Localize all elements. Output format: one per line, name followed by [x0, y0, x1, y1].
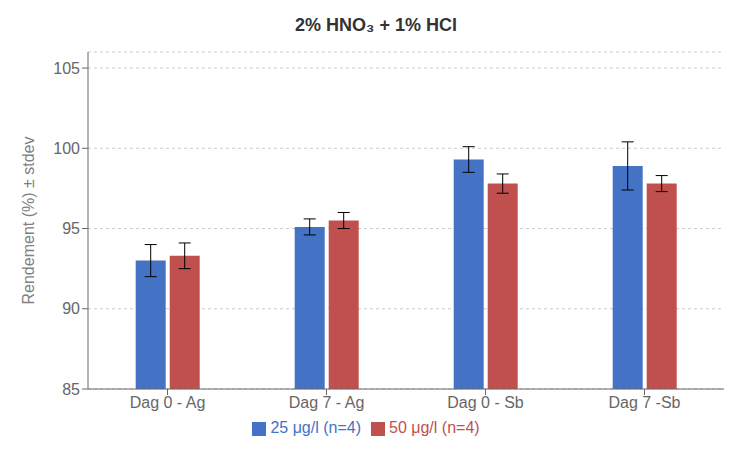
- svg-text:Dag 0 - Ag: Dag 0 - Ag: [130, 394, 206, 411]
- html-text:25 μg/l (n=4): 25 μg/l (n=4): [270, 419, 361, 436]
- svg-text:Dag 7 -Sb: Dag 7 -Sb: [608, 394, 680, 411]
- svg-text:95: 95: [62, 220, 80, 237]
- html-text:2% HNO₃ + 1% HCl: 2% HNO₃ + 1% HCl: [295, 15, 457, 35]
- svg-text:Dag 7 - Ag: Dag 7 - Ag: [289, 394, 365, 411]
- svg-text:85: 85: [62, 381, 80, 398]
- html-text:50 μg/l (n=4): 50 μg/l (n=4): [389, 419, 480, 436]
- svg-text:Rendement (%) ± stdev: Rendement (%) ± stdev: [20, 137, 37, 305]
- svg-text:105: 105: [53, 60, 80, 77]
- svg-text:100: 100: [53, 140, 80, 157]
- svg-text:90: 90: [62, 300, 80, 317]
- svg-text:Dag 0 - Sb: Dag 0 - Sb: [447, 394, 524, 411]
